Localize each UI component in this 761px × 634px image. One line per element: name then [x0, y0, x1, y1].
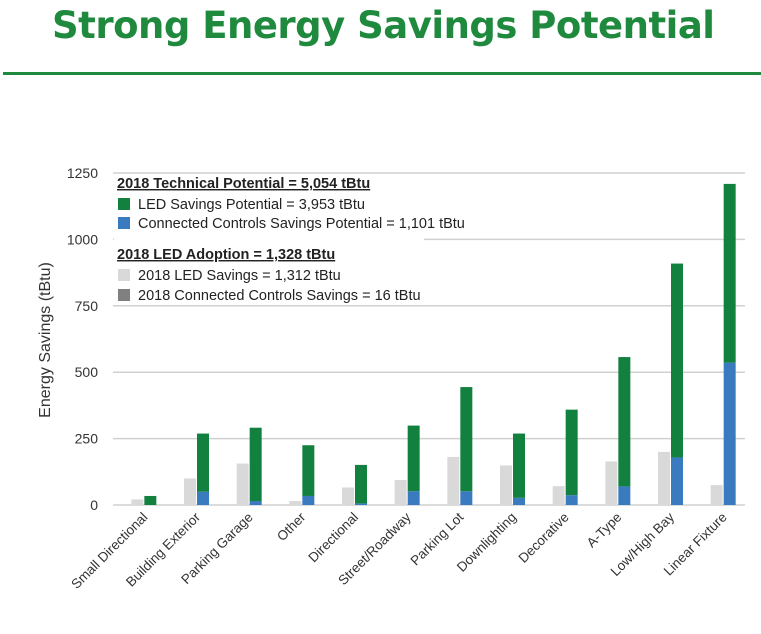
bar-led-potential	[407, 425, 420, 492]
y-axis-title: Energy Savings (tBtu)	[37, 262, 54, 418]
legend-swatch-controls-potential	[118, 217, 130, 229]
y-tick-label: 750	[75, 298, 99, 314]
title-divider	[3, 72, 761, 75]
bar-led-2018	[342, 487, 354, 505]
bar-led-2018	[500, 465, 512, 505]
bar-controls-potential	[618, 486, 631, 505]
y-tick-label: 0	[90, 497, 98, 513]
bar-led-potential	[355, 464, 367, 504]
bar-controls-potential	[723, 362, 736, 505]
bar-led-2018	[394, 480, 407, 505]
bar-led-2018	[552, 486, 565, 505]
bar-led-2018	[289, 501, 302, 505]
bar-controls-potential	[249, 501, 262, 505]
bar-controls-potential	[407, 491, 420, 505]
legend-swatch-led-2018	[118, 269, 130, 281]
x-tick-label: Directional	[305, 510, 361, 566]
bar-led-potential	[302, 445, 315, 496]
bar-led-potential	[671, 263, 683, 458]
bar-led-potential	[513, 433, 525, 498]
legend-header-technical: 2018 Technical Potential = 5,054 tBtu	[117, 176, 370, 192]
legend-item-led-2018: 2018 LED Savings = 1,312 tBtu	[138, 268, 341, 284]
legend-background	[114, 174, 424, 304]
bar-led-2018	[605, 461, 618, 505]
bar-led-potential	[723, 183, 736, 363]
y-tick-label: 1250	[67, 165, 98, 181]
legend-item-controls-2018: 2018 Connected Controls Savings = 16 tBt…	[138, 288, 421, 304]
bar-controls-potential	[565, 495, 578, 505]
legend-swatch-led-potential	[118, 198, 130, 210]
y-tick-label: 250	[75, 431, 99, 447]
bar-led-potential	[565, 409, 578, 496]
bar-led-2018	[236, 463, 249, 505]
x-tick-label: Decorative	[516, 510, 572, 566]
y-tick-label: 1000	[67, 231, 98, 247]
bar-controls-potential	[513, 497, 525, 505]
page-title: Strong Energy Savings Potential	[52, 4, 715, 47]
legend-item-led-potential: LED Savings Potential = 3,953 tBtu	[138, 197, 365, 213]
bar-controls-potential	[197, 491, 209, 505]
legend-item-controls-potential: Connected Controls Savings Potential = 1…	[138, 216, 465, 232]
legend-swatch-controls-2018	[118, 289, 130, 301]
legend-header-adoption: 2018 LED Adoption = 1,328 tBtu	[117, 247, 335, 263]
bar-led-potential	[249, 427, 262, 502]
bar-led-2018	[658, 451, 670, 505]
bar-controls-potential	[355, 503, 367, 505]
bar-led-potential	[144, 495, 157, 505]
bar-led-2018	[447, 456, 460, 505]
bar-controls-potential	[302, 495, 315, 505]
y-tick-label: 500	[75, 364, 99, 380]
bar-led-2018	[184, 478, 196, 505]
bar-led-2018	[131, 499, 144, 505]
bar-controls-potential	[460, 491, 473, 505]
bar-controls-potential	[671, 457, 683, 505]
bar-led-potential	[197, 433, 209, 492]
bar-led-2018	[710, 485, 723, 505]
bar-led-potential	[460, 387, 473, 492]
x-tick-label: Other	[274, 509, 309, 544]
x-tick-label: A-Type	[584, 510, 625, 551]
bar-led-potential	[618, 357, 631, 487]
